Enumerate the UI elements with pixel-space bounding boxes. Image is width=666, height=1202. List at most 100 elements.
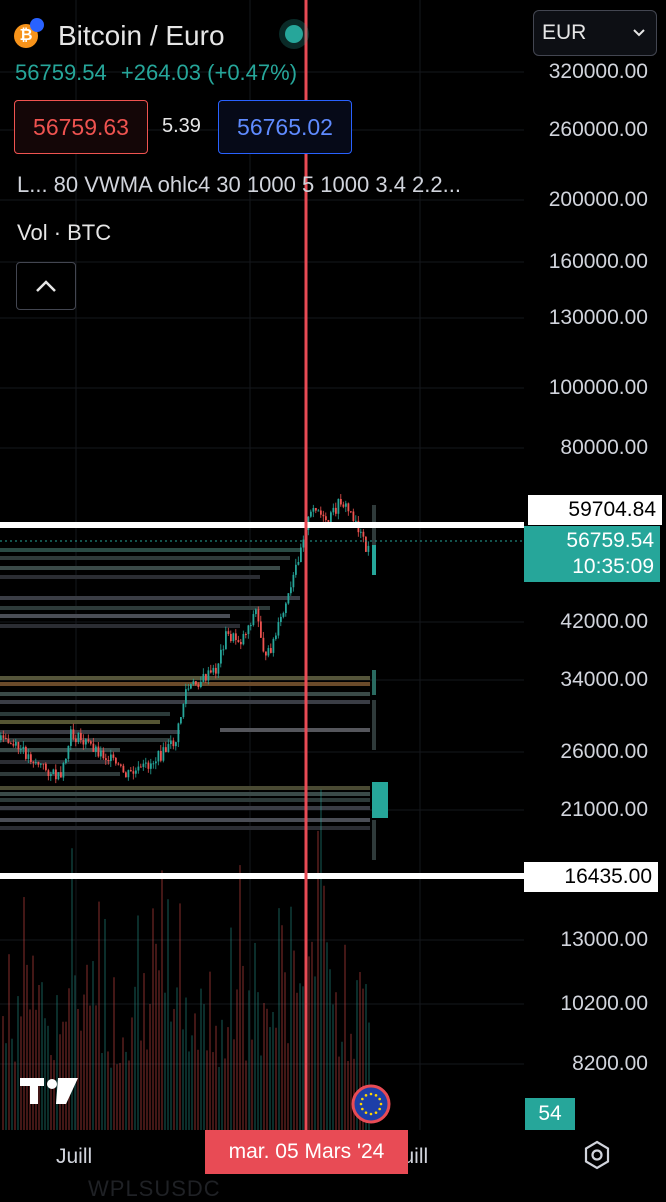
candle-body bbox=[200, 681, 202, 688]
sell-button[interactable]: 56759.63 bbox=[14, 100, 148, 154]
candle-body bbox=[175, 742, 177, 747]
candle-body bbox=[27, 754, 30, 759]
lower-line-price-tag: 16435.00 bbox=[524, 862, 658, 892]
volume-bar bbox=[206, 1050, 208, 1130]
candle-body bbox=[295, 564, 297, 575]
volume-bar bbox=[338, 1056, 340, 1130]
bitcoin-glyph: ₿ bbox=[19, 27, 33, 44]
price-axis-label: 80000.00 bbox=[560, 436, 648, 459]
price-axis-label: 21000.00 bbox=[560, 798, 648, 821]
market-status-dot[interactable] bbox=[285, 25, 303, 43]
chart-area[interactable] bbox=[0, 0, 666, 1130]
price-axis-label: 200000.00 bbox=[548, 188, 648, 211]
volume-legend[interactable]: Vol · BTC bbox=[17, 220, 112, 245]
volume-bar bbox=[260, 1055, 262, 1130]
volume-bar bbox=[110, 1067, 112, 1130]
candle-body bbox=[115, 757, 117, 764]
volume-bar bbox=[353, 1058, 355, 1130]
candle-body bbox=[195, 681, 197, 685]
volume-bar bbox=[71, 848, 73, 1130]
volume-bar bbox=[308, 956, 310, 1130]
candle-body bbox=[190, 684, 192, 689]
candle-body bbox=[75, 738, 77, 743]
volume-bars bbox=[2, 789, 370, 1130]
indicator-legend[interactable]: L... 80 VWMA ohlc4 30 1000 5 1000 3.4 2.… bbox=[17, 172, 461, 197]
tradingview-logo-icon[interactable] bbox=[20, 1076, 78, 1106]
candle-body bbox=[220, 649, 222, 664]
candle-body bbox=[55, 769, 57, 780]
volume-bar bbox=[215, 1025, 217, 1130]
profile-bar bbox=[372, 782, 388, 818]
volume-bar bbox=[68, 988, 70, 1130]
candle-body bbox=[107, 759, 110, 762]
buy-button[interactable]: 56765.02 bbox=[218, 100, 352, 154]
candle-body bbox=[197, 684, 200, 688]
price-axis-label: 10200.00 bbox=[560, 992, 648, 1015]
volume-bar bbox=[140, 1040, 142, 1130]
candle-body bbox=[42, 763, 45, 765]
volume-bar bbox=[266, 1008, 268, 1130]
profile-row bbox=[0, 596, 300, 600]
candle-body bbox=[22, 746, 25, 750]
collapse-legend-button[interactable] bbox=[16, 262, 76, 310]
candle-body bbox=[340, 498, 342, 505]
volume-bar bbox=[179, 903, 181, 1130]
candle-body bbox=[40, 763, 42, 765]
price-chart[interactable] bbox=[0, 0, 666, 1130]
volume-bar bbox=[224, 1058, 226, 1130]
volume-bar bbox=[221, 1019, 223, 1130]
candle-body bbox=[110, 754, 112, 762]
volume-bar bbox=[296, 992, 298, 1130]
volume-bar bbox=[50, 1055, 52, 1130]
eu-flag-icon[interactable] bbox=[351, 1084, 391, 1124]
volume-bar bbox=[248, 990, 250, 1130]
volume-bar bbox=[134, 986, 136, 1130]
volume-bar bbox=[155, 943, 157, 1130]
candle-body bbox=[125, 772, 127, 778]
volume-bar bbox=[365, 984, 367, 1130]
volume-bar bbox=[293, 950, 295, 1130]
settings-icon[interactable] bbox=[582, 1140, 612, 1170]
candle-body bbox=[32, 761, 35, 763]
profile-row bbox=[0, 575, 260, 579]
candle-body bbox=[112, 754, 115, 758]
candle-body bbox=[367, 545, 370, 552]
volume-bar bbox=[200, 988, 202, 1130]
candle-body bbox=[255, 609, 257, 615]
candle-body bbox=[135, 770, 137, 774]
candle-body bbox=[322, 514, 325, 517]
candle-body bbox=[182, 703, 185, 718]
candle-body bbox=[60, 772, 62, 778]
volume-bar bbox=[128, 1060, 130, 1130]
currency-select[interactable]: EUR bbox=[533, 10, 657, 56]
candle-body bbox=[90, 741, 92, 744]
volume-bar bbox=[197, 1049, 199, 1130]
candle-body bbox=[350, 511, 352, 513]
candle-body bbox=[157, 750, 160, 762]
candle-body bbox=[187, 688, 190, 690]
candlesticks bbox=[0, 494, 370, 784]
candle-body bbox=[70, 729, 72, 746]
volume-bar bbox=[350, 1033, 352, 1130]
volume-bar bbox=[158, 970, 160, 1130]
volume-bar bbox=[77, 1009, 79, 1130]
chart-grid bbox=[0, 0, 524, 1130]
candle-body bbox=[202, 674, 205, 682]
bar-countdown: 10:35:09 bbox=[572, 555, 654, 578]
candle-body bbox=[292, 574, 295, 588]
price-change: +264.03 (+0.47%) bbox=[120, 60, 298, 85]
candle-body bbox=[342, 504, 345, 507]
volume-bar bbox=[170, 1021, 172, 1130]
candle-body bbox=[217, 663, 220, 674]
candle-body bbox=[257, 609, 260, 622]
candle-body bbox=[160, 750, 162, 761]
candle-body bbox=[92, 743, 95, 752]
profile-row bbox=[0, 826, 370, 830]
candle-body bbox=[155, 761, 157, 764]
euro-icon bbox=[30, 18, 44, 32]
volume-bar bbox=[251, 1039, 253, 1130]
symbol-title[interactable]: Bitcoin / Euro bbox=[58, 20, 225, 51]
candle-body bbox=[337, 498, 340, 514]
volume-bar bbox=[254, 942, 256, 1130]
volume-bar bbox=[323, 885, 325, 1130]
